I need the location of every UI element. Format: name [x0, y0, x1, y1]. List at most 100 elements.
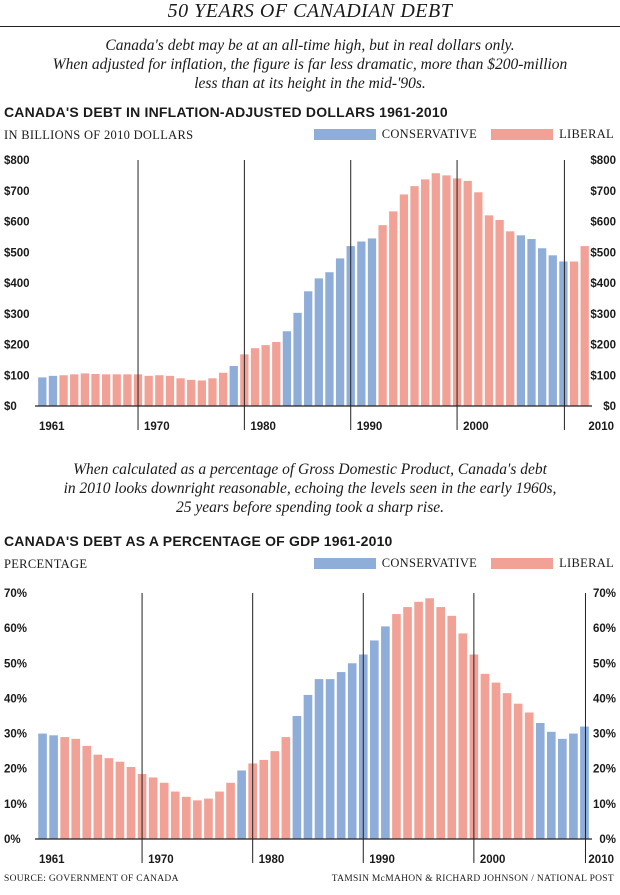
data-bar	[367, 238, 377, 406]
data-bar	[208, 378, 217, 406]
y-tick-label-right: 0%	[599, 834, 616, 846]
data-bar	[548, 255, 557, 406]
y-tick-label-left: $400	[4, 278, 30, 290]
data-bar	[447, 615, 457, 839]
data-bar	[91, 374, 100, 406]
y-tick-label-right: $0	[603, 401, 616, 413]
data-bar	[281, 737, 291, 839]
data-bar	[442, 175, 451, 407]
data-bar	[38, 733, 47, 839]
data-bar	[378, 225, 387, 406]
data-bar	[80, 373, 89, 406]
data-bar	[226, 782, 235, 839]
data-bar	[101, 374, 111, 406]
data-bar	[148, 777, 158, 839]
intro-line: When adjusted for inflation, the figure …	[52, 56, 568, 73]
y-tick-label-right: 30%	[593, 729, 616, 741]
data-bar	[580, 726, 589, 839]
data-bar	[458, 633, 468, 839]
data-bar	[165, 375, 175, 406]
data-bar	[431, 173, 440, 406]
legend-label-conservative: CONSERVATIVE	[381, 127, 478, 141]
data-bar	[270, 751, 280, 839]
data-bar	[463, 180, 472, 406]
x-tick-label: 1970	[148, 854, 174, 866]
y-tick-label-left: 30%	[4, 729, 27, 741]
y-tick-label-right: $600	[590, 217, 616, 229]
data-bar	[187, 379, 196, 406]
data-bar	[370, 640, 379, 839]
y-tick-label-right: $500	[590, 247, 616, 259]
data-bar	[204, 798, 213, 839]
data-bar	[218, 372, 228, 406]
data-bar	[495, 219, 504, 406]
data-bar	[425, 598, 434, 839]
data-bar	[259, 759, 269, 839]
data-bar	[71, 738, 81, 839]
data-bar	[115, 761, 125, 839]
data-bar	[325, 272, 334, 406]
data-bar	[303, 694, 313, 839]
headline: 50 YEARS OF CANADIAN DEBT	[167, 0, 453, 22]
y-tick-label-right: $300	[590, 309, 616, 321]
data-bar	[421, 179, 430, 406]
data-bar	[159, 782, 169, 839]
data-bar	[82, 745, 92, 839]
data-bar	[104, 758, 114, 839]
data-bar	[535, 723, 545, 839]
data-bar	[569, 261, 579, 406]
x-tick-label: 2000	[480, 854, 506, 866]
data-bar	[197, 380, 206, 406]
data-bar	[392, 614, 401, 839]
y-tick-label-left: 50%	[4, 658, 27, 670]
interlude-line: in 2010 looks downright reasonable, echo…	[63, 480, 557, 497]
x-tick-label: 2010	[588, 421, 614, 433]
data-bar	[538, 248, 547, 406]
headline-rule	[0, 26, 620, 27]
data-bar	[580, 246, 589, 406]
y-tick-label-right: 50%	[593, 658, 616, 670]
legend-swatch-liberal	[491, 129, 554, 140]
data-bar	[403, 607, 412, 839]
y-tick-label-left: 40%	[4, 693, 27, 705]
data-bar	[144, 375, 153, 406]
data-bar	[176, 378, 185, 406]
data-bar	[261, 345, 270, 406]
legend-label-liberal: LIBERAL	[559, 127, 614, 141]
data-bar	[357, 241, 366, 406]
data-bar	[59, 375, 68, 406]
data-bar	[49, 735, 58, 839]
y-tick-label-left: $200	[4, 340, 30, 352]
data-bar	[347, 663, 357, 839]
x-tick-label: 2010	[588, 854, 614, 866]
data-bar	[272, 342, 281, 406]
intro-text: Canada's debt may be at an all-time high…	[0, 36, 620, 93]
y-tick-label-left: 20%	[4, 764, 27, 776]
interlude-text: When calculated as a percentage of Gross…	[0, 460, 620, 517]
data-bar	[250, 348, 260, 406]
data-bar	[474, 192, 483, 406]
y-tick-label-left: $300	[4, 309, 30, 321]
data-bar	[389, 211, 398, 406]
x-tick-label: 1980	[250, 421, 276, 433]
data-bar	[304, 291, 313, 406]
data-bar	[48, 375, 58, 406]
y-tick-label-right: $400	[590, 278, 616, 290]
legend-conservative: CONSERVATIVE	[313, 127, 478, 142]
legend-swatch-conservative	[313, 558, 376, 569]
y-tick-label-left: $600	[4, 217, 30, 229]
data-bar	[558, 738, 567, 839]
x-tick-label: 1990	[357, 421, 383, 433]
x-tick-label: 1980	[259, 854, 285, 866]
y-tick-label-right: 20%	[593, 764, 616, 776]
interlude-line: When calculated as a percentage of Gross…	[73, 461, 547, 478]
data-bar	[480, 673, 490, 839]
y-tick-label-left: 60%	[4, 623, 27, 635]
chart2-title: CANADA'S DEBT AS A PERCENTAGE OF GDP 196…	[4, 533, 393, 549]
chart2-legend: CONSERVATIVE LIBERAL	[300, 556, 614, 571]
data-bar	[314, 679, 324, 839]
data-bar	[410, 186, 419, 406]
y-tick-label-right: 10%	[593, 799, 616, 811]
